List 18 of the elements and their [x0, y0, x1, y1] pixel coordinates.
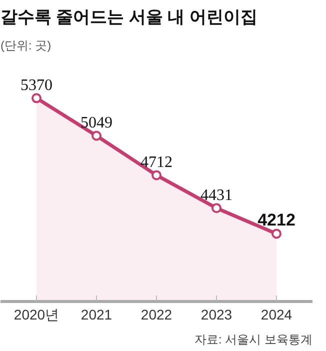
point — [92, 130, 102, 141]
data-label: 5370 — [20, 77, 52, 94]
chart-subtitle: (단위: 곳) — [0, 38, 52, 52]
point — [152, 170, 162, 180]
data-label: 5049 — [80, 114, 112, 132]
x-tick-label: 2024 — [260, 306, 292, 322]
annotation: 자료: 서울시 보육통계 — [194, 332, 313, 346]
chart-title: 갈수록 줄어드는 서울 내 어린이집 — [0, 8, 258, 26]
data-label: 4212 — [258, 210, 296, 230]
point — [32, 93, 42, 104]
x-tick-label: 2022 — [140, 306, 172, 322]
x-tick-label: 2021 — [80, 306, 112, 322]
data-label: 4431 — [200, 187, 232, 204]
data-label: 4712 — [140, 154, 172, 172]
x-tick-label: 2020년 — [14, 306, 60, 322]
x-tick-label: 2023 — [200, 306, 232, 322]
point — [272, 228, 282, 239]
point — [212, 203, 222, 214]
